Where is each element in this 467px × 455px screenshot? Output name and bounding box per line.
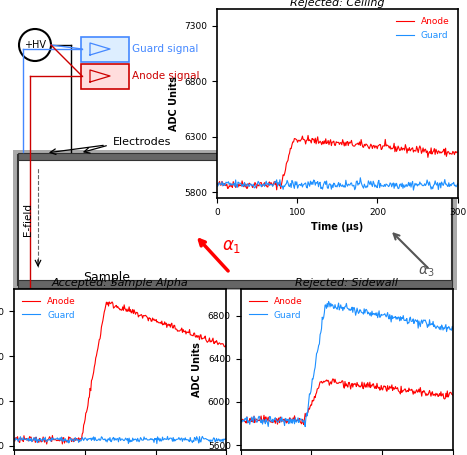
Y-axis label: ADC Units: ADC Units	[169, 76, 179, 131]
Title: Rejected: Sidewall: Rejected: Sidewall	[295, 278, 398, 288]
Guard	[191, 439, 197, 444]
Anode	[432, 392, 437, 397]
Guard	[366, 309, 371, 315]
Anode	[205, 339, 211, 344]
Guard	[358, 175, 363, 181]
Anode	[366, 382, 371, 388]
Guard	[357, 181, 362, 187]
Guard	[141, 434, 147, 440]
X-axis label: Time (μs): Time (μs)	[311, 222, 363, 232]
Guard	[418, 319, 424, 324]
Legend: Anode, Guard: Anode, Guard	[392, 14, 453, 43]
Anode	[138, 312, 144, 317]
Anode	[274, 187, 279, 192]
Guard	[205, 437, 211, 443]
Guard	[138, 435, 143, 440]
Anode	[418, 389, 424, 394]
Line: Anode: Anode	[14, 302, 226, 444]
Guard	[362, 183, 368, 189]
Anode	[143, 313, 149, 318]
Anode	[359, 141, 365, 147]
Guard	[154, 441, 160, 446]
Anode	[455, 150, 460, 155]
Anode	[358, 137, 364, 142]
Text: Electrodes: Electrodes	[113, 137, 171, 147]
Anode	[238, 417, 243, 423]
FancyBboxPatch shape	[18, 155, 452, 285]
Guard	[137, 438, 142, 443]
Guard	[410, 187, 416, 193]
Anode	[369, 383, 375, 389]
Guard	[224, 435, 229, 440]
Line: Guard: Guard	[241, 302, 453, 427]
Anode	[330, 376, 336, 382]
Guard	[326, 299, 332, 304]
Text: Anode signal: Anode signal	[132, 71, 199, 81]
Legend: Anode, Guard: Anode, Guard	[245, 293, 306, 323]
Anode	[192, 330, 198, 336]
Anode	[224, 346, 229, 351]
Anode	[44, 441, 50, 447]
FancyBboxPatch shape	[13, 150, 457, 290]
Anode	[363, 142, 369, 147]
Guard	[434, 182, 439, 188]
Guard	[358, 179, 364, 185]
Text: $\alpha_1$: $\alpha_1$	[222, 237, 241, 255]
Guard	[365, 311, 370, 317]
Guard	[12, 437, 18, 443]
Anode	[305, 133, 311, 138]
Anode	[139, 313, 145, 318]
Legend: Anode, Guard: Anode, Guard	[19, 293, 80, 323]
Line: Anode: Anode	[217, 136, 458, 190]
Line: Guard: Guard	[217, 178, 458, 190]
FancyBboxPatch shape	[80, 64, 128, 89]
Anode	[215, 182, 221, 187]
Title: Accepted: Sample Alpha: Accepted: Sample Alpha	[52, 278, 189, 288]
Y-axis label: ADC Units: ADC Units	[192, 342, 202, 397]
Bar	[18, 280, 452, 288]
Polygon shape	[90, 70, 110, 82]
Guard	[215, 183, 221, 188]
Anode	[106, 299, 112, 305]
Anode	[418, 151, 424, 156]
FancyBboxPatch shape	[80, 36, 128, 61]
Text: Guard signal: Guard signal	[132, 44, 198, 54]
Guard	[239, 419, 244, 424]
Anode	[365, 380, 370, 385]
Anode	[214, 181, 220, 187]
Guard	[432, 322, 437, 328]
Text: $\alpha_2$: $\alpha_2$	[305, 137, 321, 152]
Anode	[301, 422, 306, 427]
Guard	[214, 184, 220, 189]
Anode	[12, 439, 18, 444]
Text: E-field: E-field	[23, 203, 33, 237]
Guard	[450, 326, 456, 331]
Anode	[11, 436, 17, 441]
Guard	[455, 181, 460, 187]
Guard	[238, 416, 243, 421]
Anode	[239, 419, 244, 424]
Anode	[450, 393, 456, 398]
Guard	[302, 424, 308, 430]
Bar	[18, 153, 452, 160]
Text: Sample: Sample	[83, 271, 130, 284]
Guard	[418, 181, 424, 187]
Polygon shape	[90, 43, 110, 55]
Line: Guard: Guard	[14, 436, 226, 444]
Anode	[434, 149, 439, 154]
Guard	[11, 436, 17, 442]
Line: Anode: Anode	[241, 379, 453, 425]
Text: $\alpha_3$: $\alpha_3$	[418, 265, 434, 279]
Title: Rejected: Ceiling: Rejected: Ceiling	[290, 0, 385, 8]
Text: +HV: +HV	[24, 40, 46, 50]
Guard	[199, 434, 205, 439]
Guard	[369, 308, 375, 314]
